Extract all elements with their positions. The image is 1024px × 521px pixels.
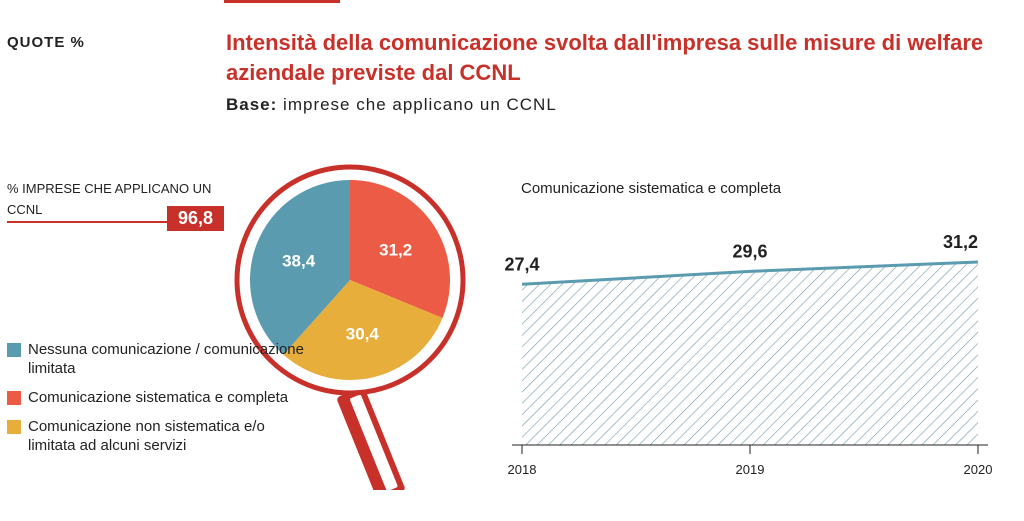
x-tick-label: 2019 [736, 462, 765, 477]
legend-label: Nessuna comunicazione / comunicazione li… [28, 341, 304, 377]
pie-value-label: 38,4 [282, 251, 316, 270]
legend-swatch [7, 420, 21, 434]
pie-value-labels: 31,2 30,4 38,4 [282, 240, 412, 343]
area-series [521, 260, 979, 445]
magnifier-pie-chart: 31,2 30,4 38,4 [234, 164, 466, 490]
pie-slice-3 [283, 280, 443, 380]
legend-item: Comunicazione sistematica e completa [7, 388, 307, 407]
legend-label: Comunicazione non sistematica e/o limita… [28, 418, 265, 454]
pie-slices [250, 180, 450, 380]
area-chart: 2018 27,4 2019 29,6 2020 31,2 [504, 232, 993, 477]
legend-label: Comunicazione sistematica e completa [28, 389, 289, 406]
legend-swatch [7, 343, 21, 357]
pie-value-label: 31,2 [379, 240, 412, 259]
kpi-label: % IMPRESE CHE APPLICANO UN CCNL [7, 181, 212, 217]
pie-slice-2 [350, 180, 450, 318]
pie-slice-1 [250, 180, 350, 355]
magnifier-handle [337, 387, 405, 490]
area-line [521, 260, 979, 286]
kpi-value-badge: 96,8 [167, 206, 224, 231]
pie-value-label: 30,4 [346, 325, 380, 344]
legend-item: Comunicazione non sistematica e/o limita… [7, 417, 307, 455]
kpi-line [7, 221, 169, 223]
section-label: QUOTE % [7, 34, 85, 51]
x-tick-label: 2018 [508, 462, 537, 477]
pie-legend: Nessuna comunicazione / comunicazione li… [7, 340, 307, 465]
area-value-label: 27,4 [504, 254, 539, 274]
area-value-label: 31,2 [943, 232, 978, 252]
legend-swatch [7, 391, 21, 405]
top-accent-bar [224, 0, 340, 3]
subtitle-lead: Base: [226, 95, 278, 114]
area-fill [522, 262, 978, 445]
chart-subtitle: Base: imprese che applicano un CCNL [226, 95, 557, 115]
legend-item: Nessuna comunicazione / comunicazione li… [7, 340, 307, 378]
area-chart-title: Comunicazione sistematica e completa [521, 180, 782, 197]
subtitle-rest: imprese che applicano un CCNL [283, 95, 557, 114]
area-value-label: 29,6 [732, 241, 767, 261]
x-tick-label: 2020 [964, 462, 993, 477]
chart-title: Intensità della comunicazione svolta dal… [226, 30, 984, 85]
